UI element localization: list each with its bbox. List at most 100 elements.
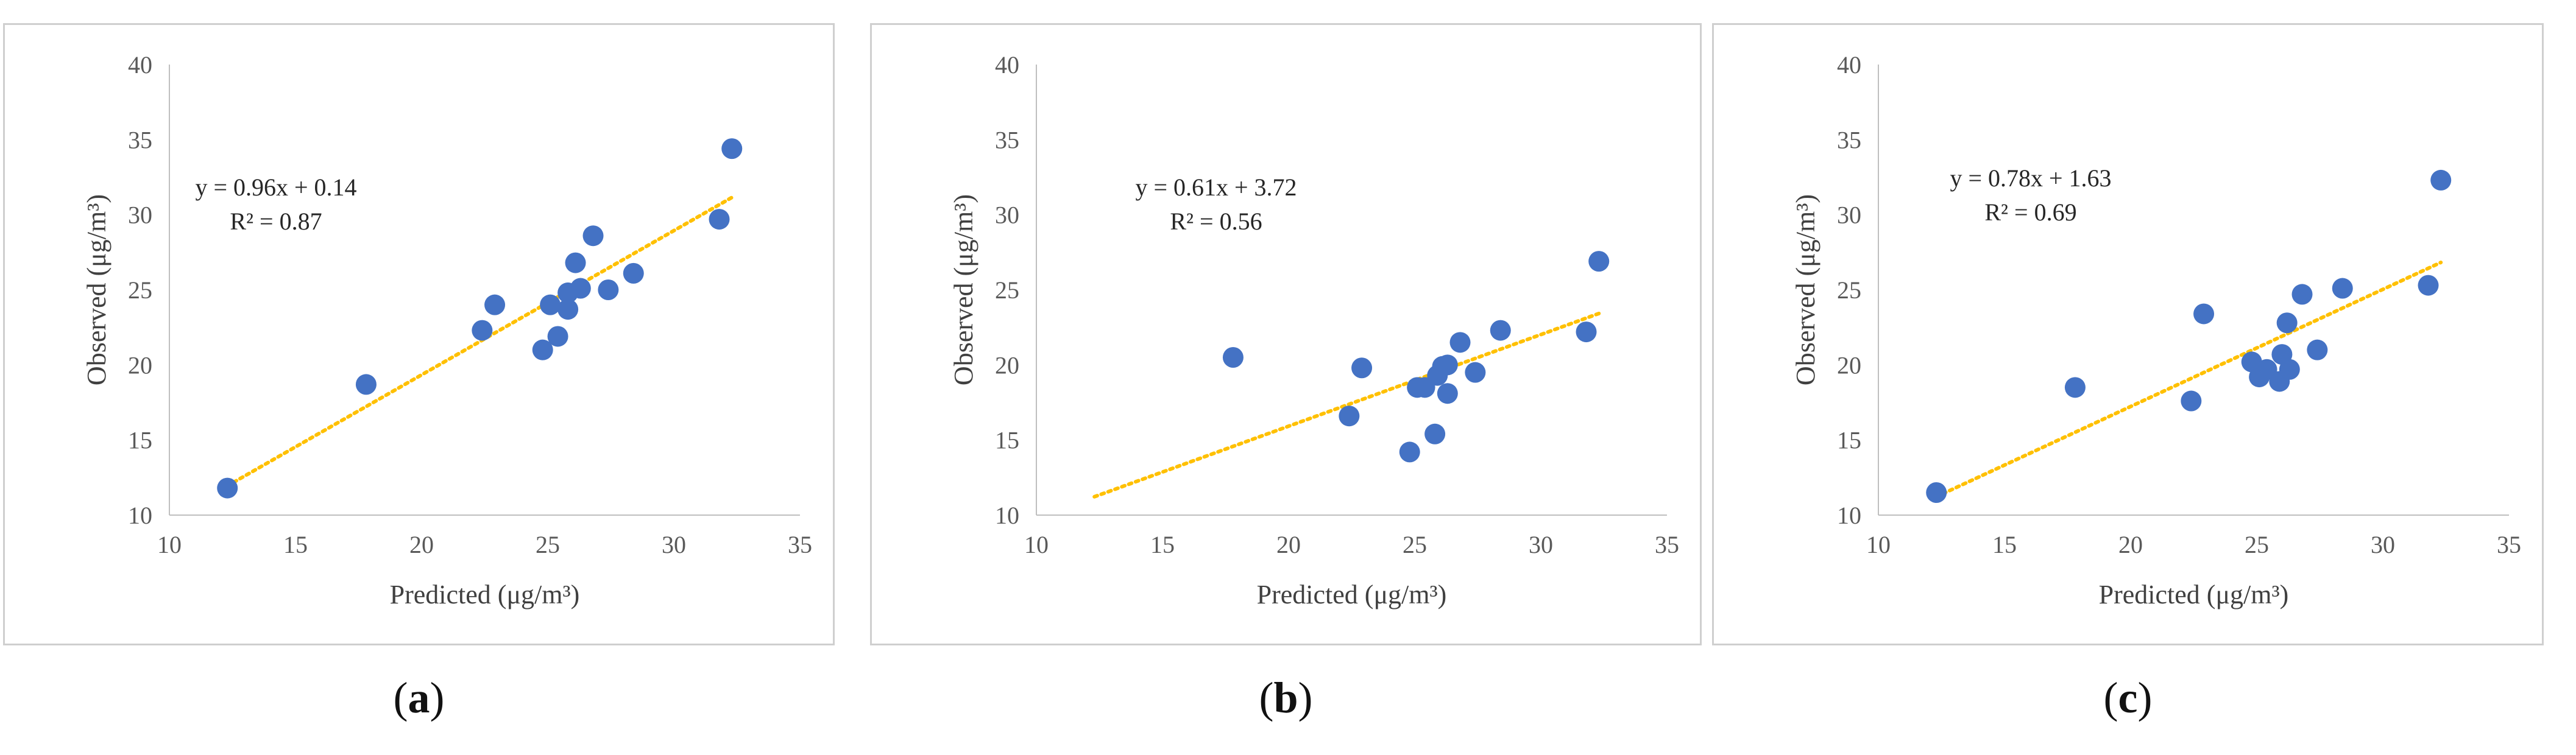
trend-equation: y = 0.61x + 3.72	[1135, 174, 1297, 201]
data-point	[1351, 357, 1373, 379]
y-tick-label: 40	[1837, 51, 1861, 79]
data-point	[547, 326, 568, 347]
x-tick-label: 10	[1024, 531, 1049, 558]
y-tick-label: 30	[128, 202, 152, 229]
x-tick-label: 25	[2245, 531, 2269, 558]
y-tick-label: 35	[995, 126, 1019, 153]
data-point	[355, 374, 377, 395]
x-tick-label: 35	[788, 531, 812, 558]
x-tick-label: 35	[2497, 531, 2521, 558]
x-tick-label: 15	[1992, 531, 2017, 558]
y-tick-label: 25	[995, 276, 1019, 304]
y-tick-label: 15	[128, 427, 152, 454]
trendline	[1934, 261, 2443, 499]
chart-panel-b: 10 15 20 25 30 35 40 10 15 20 25 30 35 Predicted (μg/…	[870, 23, 1702, 645]
y-tick-label: 10	[995, 502, 1019, 529]
y-axis-title: Observed (μg/m³)	[82, 194, 111, 385]
x-tick-label: 25	[1403, 531, 1427, 558]
data-point	[217, 477, 238, 499]
x-tick-label: 20	[409, 531, 434, 558]
y-axis-title: Observed (μg/m³)	[1791, 194, 1821, 385]
x-tick-label: 10	[1866, 531, 1891, 558]
y-tick-label: 15	[1837, 427, 1861, 454]
data-point	[2307, 339, 2328, 360]
y-tick-label: 35	[1837, 126, 1861, 153]
r-squared-label: R² = 0.56	[1170, 208, 1262, 235]
data-point	[1437, 354, 1458, 376]
data-point	[2430, 169, 2452, 191]
x-tick-label: 15	[1150, 531, 1175, 558]
data-point	[570, 278, 591, 299]
data-point	[1490, 320, 1511, 341]
data-point	[565, 252, 586, 273]
y-tick-label: 15	[995, 427, 1019, 454]
data-point	[540, 294, 561, 315]
data-point	[1588, 251, 1610, 272]
x-tick-label: 10	[157, 531, 182, 558]
data-point	[1926, 482, 1947, 503]
y-tick-label: 25	[128, 276, 152, 304]
y-tick-label: 40	[995, 51, 1019, 79]
x-tick-label: 25	[536, 531, 560, 558]
chart-panel-c: 10 15 20 25 30 35 40 10 15 20 25 30 35 Predicted (μg/…	[1712, 23, 2544, 645]
data-point	[1339, 406, 1360, 427]
x-tick-label: 30	[662, 531, 686, 558]
x-axis-title: Predicted (μg/m³)	[390, 580, 580, 609]
scatter-plot-c: 10 15 20 25 30 35 40 10 15 20 25 30 35 Predicted (μg/…	[1791, 51, 2521, 609]
x-tick-label: 20	[1276, 531, 1301, 558]
trend-equation: y = 0.96x + 0.14	[195, 174, 356, 201]
data-point	[2181, 390, 2202, 412]
x-tick-label: 30	[2371, 531, 2395, 558]
y-tick-label: 25	[1837, 276, 1861, 304]
data-point	[2064, 377, 2086, 398]
data-point	[472, 320, 493, 341]
x-tick-label: 15	[283, 531, 308, 558]
x-tick-label: 20	[2118, 531, 2143, 558]
data-point	[582, 225, 604, 247]
caption-a: (a)	[393, 673, 445, 722]
data-point	[2193, 303, 2215, 325]
y-tick-label: 10	[128, 502, 152, 529]
data-point	[1449, 332, 1471, 353]
x-tick-label: 30	[1529, 531, 1553, 558]
data-point	[709, 209, 730, 230]
data-point	[1465, 362, 1486, 383]
y-tick-label: 30	[1837, 202, 1861, 229]
r-squared-label: R² = 0.69	[1984, 198, 2076, 226]
data-point	[1222, 347, 1244, 368]
data-point	[2291, 284, 2313, 305]
y-tick-label: 20	[1837, 351, 1861, 379]
data-point	[2279, 359, 2300, 380]
caption-c: (c)	[2103, 673, 2153, 722]
x-axis-title: Predicted (μg/m³)	[1257, 580, 1447, 609]
data-point	[2332, 278, 2353, 299]
data-point	[532, 339, 553, 360]
data-point	[557, 299, 579, 320]
y-tick-label: 10	[1837, 502, 1861, 529]
chart-panel-a: 10 15 20 25 30 35 40 10 15 20 25 30 35 Predicted (μg/…	[3, 23, 835, 645]
r-squared-label: R² = 0.87	[230, 208, 322, 235]
data-point	[1576, 321, 1597, 343]
trend-equation: y = 0.78x + 1.63	[1950, 164, 2111, 192]
x-tick-label: 35	[1655, 531, 1679, 558]
trendline	[1092, 311, 1601, 499]
data-point	[2276, 312, 2298, 334]
y-tick-label: 20	[995, 351, 1019, 379]
y-tick-label: 35	[128, 126, 152, 153]
y-tick-label: 30	[995, 202, 1019, 229]
data-point	[623, 262, 644, 284]
caption-b: (b)	[1259, 673, 1313, 722]
x-axis-title: Predicted (μg/m³)	[2099, 580, 2289, 609]
scatter-plot-a: 10 15 20 25 30 35 40 10 15 20 25 30 35 Predicted (μg/…	[82, 51, 812, 609]
data-point	[1437, 383, 1458, 404]
y-axis-title: Observed (μg/m³)	[949, 194, 978, 385]
data-point	[1424, 423, 1446, 444]
data-point	[721, 138, 743, 160]
scatter-plot-b: 10 15 20 25 30 35 40 10 15 20 25 30 35 Predicted (μg/…	[949, 51, 1679, 609]
data-point	[484, 294, 506, 315]
data-point	[2418, 275, 2439, 296]
y-tick-label: 40	[128, 51, 152, 79]
trendline	[225, 195, 734, 488]
y-tick-label: 20	[128, 351, 152, 379]
data-point	[1399, 441, 1420, 463]
